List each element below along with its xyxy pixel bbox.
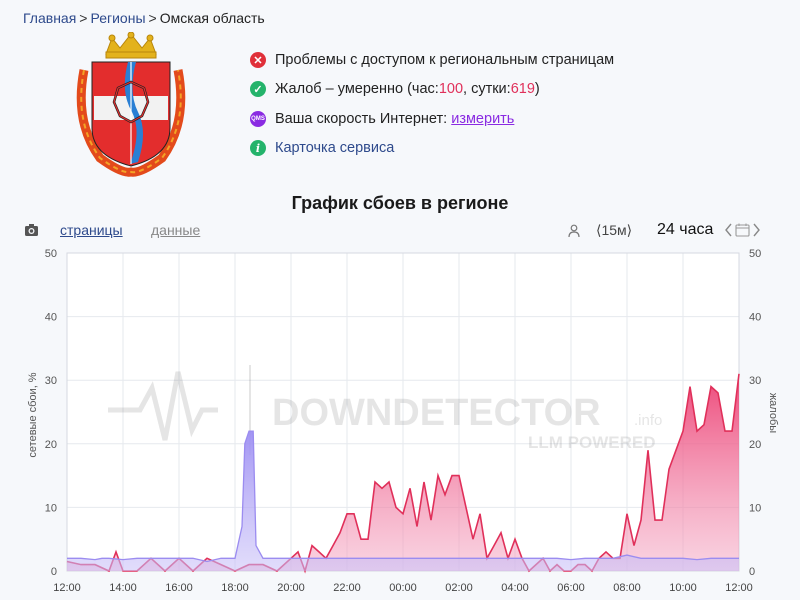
watermark: DOWNDETECTOR .info LLM POWERED (108, 365, 662, 455)
measure-speed-link[interactable]: измерить (451, 111, 515, 127)
x-tick-label: 02:00 (445, 582, 473, 594)
chevron-right-icon[interactable] (752, 223, 761, 240)
y-tick-label-right: 50 (749, 248, 761, 260)
region-coat-of-arms-icon (76, 32, 186, 177)
breadcrumb-home-link[interactable]: Главная (23, 10, 77, 26)
info-icon: i (250, 140, 266, 156)
interval-selector[interactable]: ⟨15м⟩ (596, 222, 633, 238)
complaints-prefix: Жалоб – умеренно (час: (275, 81, 439, 97)
breadcrumb: Главная > Регионы > Омская область (23, 10, 265, 26)
complaints-mid: , сутки: (463, 81, 511, 97)
user-icon[interactable] (568, 224, 580, 241)
watermark-brand: DOWNDETECTOR (272, 392, 601, 434)
complaints-suffix: ) (534, 81, 540, 97)
x-tick-label: 06:00 (557, 582, 585, 594)
status-complaints: ✓ Жалоб – умеренно (час: 100, сутки: 619… (250, 81, 540, 97)
y-tick-label-left: 30 (45, 375, 57, 387)
camera-icon[interactable] (24, 223, 39, 240)
status-service-card: i Карточка сервиса (250, 140, 394, 156)
status-speed: QMS Ваша скорость Интернет: измерить (250, 111, 514, 127)
x-tick-label: 14:00 (109, 582, 137, 594)
y-tick-label-right: 40 (749, 312, 761, 324)
failures-series-area (67, 431, 739, 571)
complaints-series-area (67, 373, 739, 571)
tab-data[interactable]: данные (151, 222, 201, 238)
breadcrumb-current: Омская область (159, 10, 265, 26)
chevron-right-icon: > (79, 10, 88, 26)
y-tick-label-right: 0 (749, 566, 755, 578)
chart-title: График сбоев в регионе (291, 193, 509, 213)
error-icon: ✕ (250, 52, 266, 68)
watermark-sub: LLM POWERED (528, 433, 656, 452)
y-tick-label-right: 30 (749, 375, 761, 387)
plot-area (67, 253, 739, 571)
x-tick-label: 22:00 (333, 582, 361, 594)
complaints-series-line (66, 373, 740, 574)
check-icon: ✓ (250, 81, 266, 97)
chevron-right-icon: > (148, 10, 157, 26)
period-label: 24 часа (657, 221, 714, 238)
x-tick-label: 10:00 (669, 582, 697, 594)
x-tick-label: 12:00 (725, 582, 753, 594)
chart-toolbar: страницы данные ⟨15м⟩ 24 часа (0, 221, 800, 242)
y-tick-label-left: 40 (45, 312, 57, 324)
x-tick-label: 12:00 (53, 582, 81, 594)
status-access: ✕ Проблемы с доступом к региональным стр… (250, 52, 614, 68)
x-tick-label: 18:00 (221, 582, 249, 594)
y-tick-label-right: 20 (749, 439, 761, 451)
breadcrumb-regions-link[interactable]: Регионы (90, 10, 146, 26)
x-tick-label: 04:00 (501, 582, 529, 594)
y-axis-label-left: сетевые сбои, % (27, 372, 39, 457)
service-card-link[interactable]: Карточка сервиса (275, 140, 395, 156)
y-tick-label-left: 20 (45, 439, 57, 451)
complaints-day-count: 619 (510, 81, 535, 97)
y-tick-label-right: 10 (749, 502, 761, 514)
calendar-icon[interactable] (735, 223, 750, 240)
y-tick-label-left: 10 (45, 502, 57, 514)
y-tick-label-left: 0 (51, 566, 57, 578)
x-tick-label: 16:00 (165, 582, 193, 594)
watermark-suffix: .info (634, 412, 662, 429)
plot-border (66, 252, 740, 572)
y-axis-label-right: жалобы (767, 393, 779, 433)
failures-series-line (67, 430, 739, 563)
tab-pages[interactable]: страницы (60, 222, 123, 238)
status-access-text: Проблемы с доступом к региональным стран… (275, 52, 615, 68)
speed-label: Ваша скорость Интернет: (275, 111, 448, 127)
x-tick-label: 08:00 (613, 582, 641, 594)
y-tick-label-left: 50 (45, 248, 57, 260)
speedtest-icon: QMS (250, 111, 266, 127)
chevron-left-icon[interactable] (724, 223, 733, 240)
x-tick-label: 20:00 (277, 582, 305, 594)
x-tick-label: 00:00 (389, 582, 417, 594)
complaints-hour-count: 100 (438, 81, 464, 97)
